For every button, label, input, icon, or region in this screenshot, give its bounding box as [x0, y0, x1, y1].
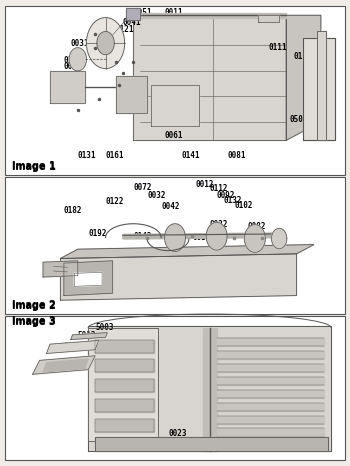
Polygon shape — [286, 15, 321, 140]
Polygon shape — [130, 13, 286, 18]
Text: 0111: 0111 — [269, 43, 287, 52]
Text: 0031: 0031 — [71, 39, 89, 48]
Polygon shape — [43, 359, 88, 372]
Text: 0112: 0112 — [210, 185, 228, 193]
Text: 0022: 0022 — [210, 220, 228, 229]
Polygon shape — [88, 326, 331, 451]
Polygon shape — [217, 350, 324, 359]
Text: 0192: 0192 — [88, 228, 107, 238]
Polygon shape — [64, 261, 112, 295]
Polygon shape — [95, 340, 154, 352]
Polygon shape — [244, 225, 265, 253]
Text: 0023: 0023 — [168, 429, 187, 438]
Text: 0061: 0061 — [164, 131, 183, 140]
Text: 0121: 0121 — [116, 25, 134, 34]
Text: 0151: 0151 — [293, 52, 312, 61]
Polygon shape — [151, 85, 199, 126]
Polygon shape — [95, 359, 154, 372]
Text: 5003: 5003 — [95, 323, 114, 332]
Polygon shape — [272, 228, 287, 249]
Polygon shape — [123, 233, 279, 239]
Text: 0131: 0131 — [78, 151, 96, 160]
Text: 0453: 0453 — [130, 419, 148, 428]
Text: 0501: 0501 — [289, 115, 308, 124]
Polygon shape — [71, 333, 107, 340]
Text: 0012: 0012 — [196, 180, 214, 189]
Text: 0032: 0032 — [193, 233, 211, 242]
Polygon shape — [47, 341, 99, 353]
Polygon shape — [61, 245, 314, 259]
Text: 0011: 0011 — [164, 8, 183, 17]
Polygon shape — [88, 328, 158, 441]
Text: 0092: 0092 — [217, 191, 235, 199]
Text: 0122: 0122 — [106, 198, 124, 206]
Polygon shape — [97, 32, 114, 55]
Text: 0433: 0433 — [64, 342, 82, 351]
Polygon shape — [258, 15, 279, 22]
Text: Image 2: Image 2 — [12, 301, 56, 310]
Text: 0032: 0032 — [147, 191, 166, 199]
Polygon shape — [217, 377, 324, 385]
Text: Image 2: Image 2 — [12, 302, 56, 311]
Bar — [5, 178, 345, 314]
Polygon shape — [203, 328, 217, 451]
Text: Image 1: Image 1 — [12, 161, 56, 171]
Text: 0041: 0041 — [123, 18, 141, 27]
Polygon shape — [33, 356, 95, 374]
Text: 0082: 0082 — [248, 221, 266, 231]
Text: 0072: 0072 — [133, 183, 152, 192]
Bar — [5, 6, 345, 175]
Text: 0161: 0161 — [106, 151, 124, 160]
Polygon shape — [217, 416, 324, 424]
Polygon shape — [217, 428, 324, 437]
Polygon shape — [86, 18, 125, 69]
Polygon shape — [43, 261, 78, 277]
Text: 0142: 0142 — [133, 232, 152, 241]
Text: 0091: 0091 — [64, 62, 82, 71]
Polygon shape — [74, 272, 102, 286]
Text: 0081: 0081 — [227, 151, 246, 160]
Polygon shape — [95, 399, 154, 412]
Polygon shape — [317, 32, 326, 140]
Polygon shape — [206, 222, 227, 250]
Text: 0182: 0182 — [64, 206, 82, 215]
Polygon shape — [126, 8, 140, 20]
Polygon shape — [217, 390, 324, 398]
Polygon shape — [50, 71, 85, 103]
Text: 0132: 0132 — [224, 196, 242, 205]
Text: Image 1: Image 1 — [12, 162, 56, 172]
Polygon shape — [133, 15, 286, 140]
Polygon shape — [303, 39, 335, 140]
Text: Image 3: Image 3 — [12, 316, 56, 326]
Polygon shape — [116, 75, 147, 113]
Polygon shape — [61, 254, 296, 300]
Polygon shape — [69, 48, 86, 71]
Polygon shape — [95, 379, 154, 392]
Text: 0101: 0101 — [64, 56, 82, 65]
Text: 0102: 0102 — [234, 201, 253, 210]
Polygon shape — [95, 437, 328, 451]
Text: 0051: 0051 — [133, 8, 152, 17]
Polygon shape — [217, 338, 324, 346]
Text: 0021: 0021 — [54, 75, 72, 85]
Polygon shape — [217, 363, 324, 372]
Text: 0042: 0042 — [161, 202, 180, 211]
Text: 5013: 5013 — [78, 331, 96, 340]
Polygon shape — [95, 419, 154, 432]
Polygon shape — [217, 403, 324, 411]
Polygon shape — [164, 224, 186, 252]
Text: 0141: 0141 — [182, 151, 201, 160]
Bar — [5, 316, 345, 460]
Text: Image 3: Image 3 — [12, 317, 56, 327]
